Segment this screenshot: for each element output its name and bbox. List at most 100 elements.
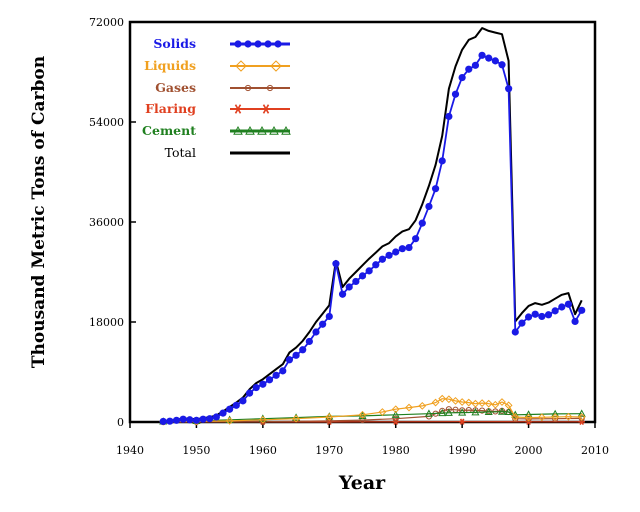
data-point: [352, 277, 360, 286]
legend-entry-cement: Cement: [142, 123, 291, 138]
data-point: [258, 415, 267, 424]
data-point: [564, 300, 573, 308]
data-point: [266, 84, 274, 92]
data-point: [186, 416, 194, 424]
data-point: [272, 371, 280, 379]
data-point: [498, 61, 506, 69]
data-point: [391, 405, 400, 414]
data-point: [261, 104, 271, 114]
y-tick-label: 72000: [89, 16, 124, 29]
series-line-solids: [163, 54, 583, 423]
data-point: [571, 317, 579, 326]
data-point: [391, 410, 400, 418]
data-point: [225, 416, 234, 425]
data-point: [458, 408, 467, 416]
data-point: [219, 409, 227, 417]
x-tick-label: 1980: [382, 444, 410, 457]
data-point: [438, 408, 447, 417]
data-point: [484, 407, 493, 416]
data-point: [445, 406, 452, 413]
x-axis: 1940 1950 1960 1970 1980 1990 2000 2010: [116, 422, 609, 457]
legend-entry-gases: Gases: [155, 80, 290, 95]
legend-label: Cement: [142, 123, 196, 138]
data-point: [538, 312, 546, 321]
data-point: [257, 125, 267, 135]
data-point: [485, 54, 493, 62]
data-point: [504, 407, 513, 416]
data-point: [206, 415, 214, 423]
data-point: [451, 90, 460, 98]
legend-entry-flaring: Flaring: [145, 101, 290, 116]
data-point: [504, 401, 513, 410]
data-point: [511, 413, 520, 421]
data-point: [398, 245, 406, 253]
x-tick-label: 2010: [581, 444, 609, 457]
y-tick-label: 0: [117, 416, 124, 429]
data-point: [524, 313, 533, 321]
data-point: [577, 413, 586, 421]
legend: Solids Liquids Gases Flaring Cement Total: [142, 36, 291, 160]
data-point: [239, 397, 247, 405]
data-point: [233, 125, 243, 135]
legend-label: Total: [165, 145, 196, 160]
data-point: [234, 40, 242, 48]
data-point: [299, 346, 307, 354]
data-point: [392, 415, 399, 422]
data-point: [264, 40, 272, 48]
plot-border: [128, 20, 597, 424]
data-point: [478, 399, 486, 408]
data-point: [551, 413, 560, 421]
data-point: [511, 328, 519, 336]
data-point: [199, 415, 207, 423]
data-point: [445, 112, 453, 121]
data-point: [518, 319, 526, 327]
data-point: [412, 235, 420, 243]
data-point: [484, 399, 493, 408]
data-point: [418, 219, 426, 227]
data-point: [312, 328, 320, 336]
data-point: [212, 413, 220, 421]
legend-entry-solids: Solids: [153, 36, 290, 51]
data-point: [525, 415, 532, 423]
legend-label: Gases: [155, 80, 196, 95]
data-point: [491, 400, 500, 409]
data-point: [578, 418, 585, 426]
data-point: [235, 60, 247, 72]
data-point: [478, 51, 486, 59]
data-point: [385, 251, 393, 259]
data-point: [372, 261, 380, 269]
x-tick-label: 1970: [315, 444, 343, 457]
data-point: [498, 398, 506, 406]
data-point: [378, 408, 387, 416]
data-point: [254, 40, 262, 48]
data-point: [244, 40, 252, 48]
data-point: [472, 407, 479, 414]
data-point: [226, 405, 234, 413]
data-point: [325, 413, 334, 421]
data-point: [524, 413, 533, 422]
data-point: [274, 40, 282, 48]
series-line-liquids: [163, 398, 582, 423]
x-tick-label: 1990: [448, 444, 476, 457]
data-point: [392, 418, 399, 425]
data-point: [471, 408, 480, 416]
y-tick-label: 54000: [89, 116, 124, 129]
data-point: [564, 412, 573, 421]
data-point: [358, 272, 367, 280]
data-point: [305, 337, 313, 346]
data-point: [551, 307, 559, 315]
data-point: [325, 312, 333, 321]
x-tick-label: 1950: [182, 444, 210, 457]
series-solids: [159, 51, 586, 426]
data-point: [418, 401, 427, 410]
data-point: [345, 283, 353, 291]
data-point: [192, 416, 201, 424]
data-point: [252, 383, 260, 392]
legend-label: Flaring: [145, 101, 196, 116]
data-point: [431, 398, 440, 407]
data-point: [491, 57, 499, 65]
legend-label: Solids: [153, 36, 196, 51]
data-point: [424, 409, 433, 417]
data-point: [438, 394, 447, 403]
data-point: [451, 396, 460, 405]
